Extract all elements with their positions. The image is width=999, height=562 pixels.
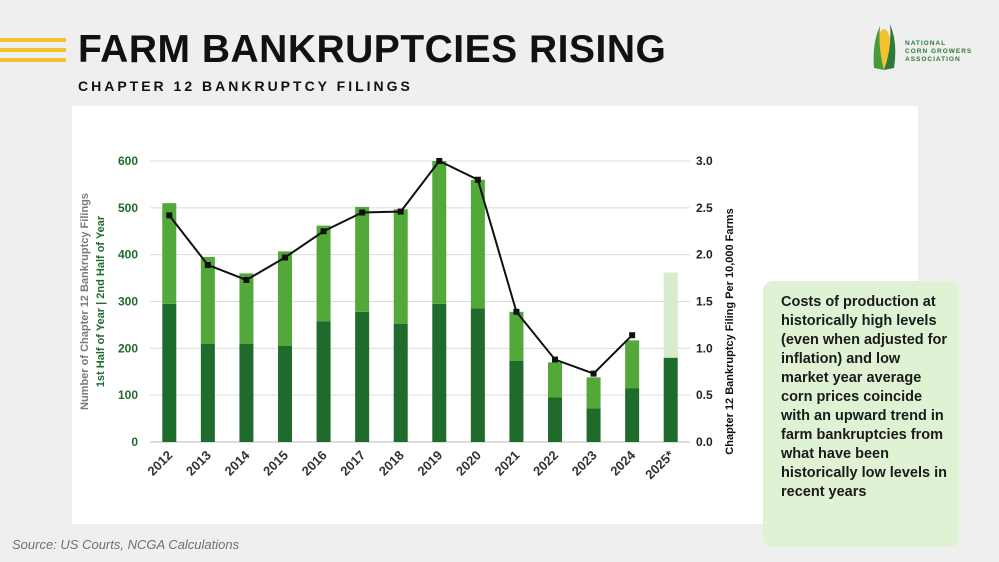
x-tick-label: 2019 [414, 448, 445, 479]
bar-second-half [393, 209, 408, 324]
x-tick-label: 2017 [337, 448, 368, 479]
x-tick-label: 2023 [569, 448, 600, 479]
bar-first-half [432, 303, 447, 442]
page-title: FARM BANKRUPTCIES RISING [78, 28, 667, 71]
x-tick-label: 2014 [221, 447, 253, 479]
y-tick-label-left: 300 [118, 295, 138, 309]
callout-note: Costs of production at historically high… [763, 281, 959, 547]
y-tick-label-right: 3.0 [696, 154, 713, 168]
y-tick-label-right: 1.0 [696, 341, 713, 355]
x-tick-label: 2020 [453, 448, 484, 479]
rate-point [320, 228, 327, 235]
bar-first-half [239, 343, 254, 442]
corn-logo-icon [873, 24, 896, 70]
bar-first-half [509, 360, 524, 442]
bar-second-half [239, 273, 254, 344]
y-tick-label-right: 0.0 [696, 435, 713, 449]
bar-second-half [548, 362, 562, 398]
y-tick-label-right: 2.0 [696, 248, 713, 262]
bar-first-half [278, 345, 292, 442]
bar-second-half [586, 377, 601, 409]
rate-point [243, 276, 250, 283]
bar-first-half [625, 388, 640, 442]
y-axis-title-left-legend: 1st Half of Year | 2nd Half of Year [95, 215, 107, 387]
rate-point [474, 176, 481, 183]
y-tick-label-left: 100 [118, 388, 138, 402]
bar-first-half [548, 397, 562, 442]
rate-point [397, 208, 404, 215]
rate-point [590, 370, 597, 377]
x-tick-label: 2012 [144, 448, 175, 479]
rate-point [204, 261, 211, 268]
x-tick-label: 2018 [376, 448, 407, 479]
x-tick-label: 2024 [607, 447, 639, 479]
rate-point [629, 332, 636, 339]
bar-first-half [393, 323, 408, 442]
bar-second-half [509, 311, 524, 361]
y-tick-label-left: 400 [118, 248, 138, 262]
rate-point [282, 254, 288, 261]
page-subtitle: CHAPTER 12 BANKRUPTCY FILINGS [78, 78, 413, 94]
source-citation: Source: US Courts, NCGA Calculations [12, 537, 240, 552]
y-tick-label-right: 0.5 [696, 388, 713, 402]
title-accent-lines [0, 38, 66, 68]
y-tick-label-left: 500 [118, 201, 138, 215]
y-tick-label-right: 2.5 [696, 201, 713, 215]
x-tick-label: 2021 [491, 448, 522, 479]
x-tick-label: 2016 [299, 448, 330, 479]
x-tick-label: 2013 [183, 448, 214, 479]
y-axis-title-right: Chapter 12 Bankruptcy Filing Per 10,000 … [724, 208, 736, 454]
bar-first-half [200, 343, 215, 442]
bar-first-half [586, 408, 601, 442]
bar-second-half [355, 206, 370, 312]
rate-point [359, 209, 366, 216]
y-tick-label-left: 0 [131, 435, 138, 449]
bar-first-half [663, 357, 678, 442]
rate-point [436, 158, 443, 164]
y-tick-label-left: 200 [118, 341, 138, 355]
rate-point [513, 308, 520, 315]
y-tick-label-right: 1.5 [696, 295, 713, 309]
y-axis-title-left: Number of Chapter 12 Bankruptcy Filings [79, 193, 91, 410]
rate-point [552, 356, 558, 363]
bar-second-half [316, 225, 331, 322]
bar-first-half [316, 321, 331, 442]
bar-first-half [470, 308, 485, 442]
ncga-logo [873, 24, 896, 70]
bar-first-half [162, 303, 177, 442]
bar-second-half [432, 161, 447, 304]
bar-second-half [663, 272, 678, 358]
logo-text: NATIONAL CORN GROWERS ASSOCIATION [905, 40, 973, 63]
x-tick-label: 2015 [260, 448, 291, 479]
x-tick-label: 2022 [530, 448, 561, 479]
bar-first-half [355, 311, 370, 442]
bar-second-half [470, 179, 485, 309]
y-tick-label-left: 600 [118, 154, 138, 168]
bar-second-half [200, 257, 215, 344]
bar-second-half [278, 251, 292, 346]
bar-second-half [162, 203, 177, 304]
x-tick-label: 2025* [642, 447, 677, 482]
rate-point [166, 212, 173, 219]
bar-second-half [625, 340, 640, 389]
